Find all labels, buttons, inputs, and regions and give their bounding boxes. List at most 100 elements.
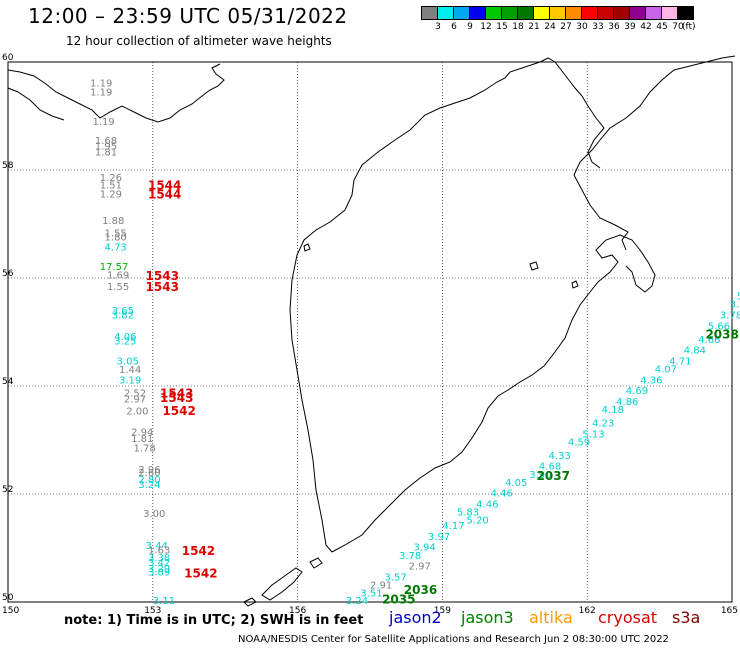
lat-label: 58 (2, 161, 14, 171)
pass-time-label: 2036 (404, 583, 437, 597)
pass-time-label: 1542 (184, 567, 217, 581)
wave-height-value: 3.57 (384, 572, 406, 583)
wave-height-value: 4.68 (539, 462, 561, 473)
wave-height-value: 3.78 (399, 551, 421, 562)
wave-height-value: 3.7 (730, 300, 740, 311)
pass-time-label: 1544 (148, 178, 181, 192)
wave-height-value: 2.97 (124, 395, 146, 406)
wave-height-value: 1.26 (100, 173, 122, 184)
pass-time-label: 2037 (537, 469, 570, 483)
wave-height-value: 3.19 (119, 375, 141, 386)
wave-height-value: 2.60 (138, 468, 160, 479)
pass-time-label: 1542 (162, 404, 195, 418)
wave-height-value: 3.78 (720, 311, 740, 322)
legend-label: 42 (640, 22, 652, 32)
wave-height-value: 4.07 (655, 365, 677, 376)
wave-height-value: 3.24 (138, 480, 160, 491)
wave-height-value: 4.18 (602, 405, 624, 416)
wave-height-value: 4.59 (568, 437, 590, 448)
graticule (7, 61, 733, 603)
wave-height-value: 4.73 (105, 242, 127, 253)
wave-height-value: 3.42 (148, 558, 170, 569)
wave-height-value: 3.94 (413, 543, 435, 554)
wave-height-value: 4.66 (698, 335, 720, 346)
wave-height-value: 1.78 (133, 443, 155, 454)
pass-time-label: 1543 (146, 280, 179, 294)
wave-height-value: 1.19 (92, 117, 114, 128)
pass-time-label: 2038 (705, 327, 738, 341)
lat-label: 56 (2, 269, 14, 279)
legend-label: 3 (435, 22, 441, 32)
wave-height-value: 4.46 (476, 500, 498, 511)
wave-height-value: 1.69 (107, 271, 129, 282)
wave-height-value: 4.06 (114, 332, 136, 343)
wave-height-value: 1.51 (100, 180, 122, 191)
wave-height-value: 4.05 (505, 478, 527, 489)
lon-label: 159 (434, 606, 451, 616)
wave-height-value: 2.97 (409, 562, 431, 573)
satellite-s3a: s3a (672, 608, 701, 627)
shumshu-island (309, 557, 323, 569)
kuril-islet (243, 597, 257, 607)
small-island-3 (571, 280, 579, 289)
axis-labels: 60 58 56 54 52 50 150 153 156 159 162 165 (2, 53, 738, 616)
wave-height-value: 3.97 (428, 532, 450, 543)
wave-height-value: 3.82 (112, 311, 134, 322)
wave-height-value: 3.25 (114, 336, 136, 347)
pass-time-label: 1543 (146, 269, 179, 283)
lon-label: 150 (2, 606, 19, 616)
wave-height-value: 3.00 (143, 509, 165, 520)
wave-height-value: 3.11 (153, 596, 175, 607)
credit-line: NOAA/NESDIS Center for Satellite Applica… (238, 634, 669, 645)
wave-height-value: 1.55 (105, 228, 127, 239)
legend-label: 18 (512, 22, 524, 32)
wave-height-value: 17.57 (100, 262, 129, 273)
wave-height-value: 2.96 (138, 465, 160, 476)
kamchatka-east-coast-north (573, 55, 736, 251)
wave-height-value: 1.95 (95, 141, 117, 152)
gulf-coast-north (581, 95, 605, 169)
wave-height-value: 1.88 (102, 216, 124, 227)
legend-unit: (ft) (682, 22, 696, 32)
legend-swatch (677, 6, 694, 20)
wave-height-value: 1.80 (105, 233, 127, 244)
legend-label: 6 (451, 22, 457, 32)
pass-times: 1544154415431543154315431542154215422036… (146, 178, 739, 606)
satellite-jason2: jason2 (389, 608, 442, 627)
wave-height-value: 5.13 (582, 429, 604, 440)
kamchatka-east-coast (331, 234, 656, 553)
wave-height-value: 1.81 (131, 434, 153, 445)
map-subtitle: 12 hour collection of altimeter wave hei… (66, 34, 332, 48)
wave-height-value: 2.91 (370, 581, 392, 592)
wave-height-value: 4.23 (592, 419, 614, 430)
wave-height-value: 3.05 (117, 356, 139, 367)
wave-height-value: 4.84 (684, 346, 706, 357)
wave-height-value: 2.00 (126, 407, 148, 418)
legend-label: 12 (480, 22, 492, 32)
lon-label: 162 (579, 606, 596, 616)
lat-label: 50 (2, 593, 14, 603)
wave-height-value: 4.86 (616, 397, 638, 408)
wave-height-value: 4.46 (491, 489, 513, 500)
lon-label: 165 (721, 606, 738, 616)
small-island-1 (303, 243, 311, 252)
legend-label: 33 (592, 22, 604, 32)
wave-height-value: 1.68 (95, 136, 117, 147)
kamchatka-west-coast (289, 57, 583, 553)
wave-height-value: 3.44 (146, 541, 168, 552)
wave-height-value: 2.80 (138, 475, 160, 486)
legend-label: 36 (608, 22, 620, 32)
wave-height-value: 4.33 (549, 451, 571, 462)
wave-height-value: 4.69 (626, 386, 648, 397)
legend-label: 70 (672, 22, 684, 32)
wave-height-value: 3.90 (529, 470, 551, 481)
wave-height-value: 5 (737, 292, 740, 303)
pass-time-label: 2035 (382, 593, 415, 607)
wave-height-value: 1.63 (148, 545, 170, 556)
lon-label: 153 (144, 606, 161, 616)
wave-height-value: 3.38 (148, 553, 170, 564)
legend-label: 21 (528, 22, 540, 32)
lat-label: 52 (2, 485, 13, 495)
wave-height-value: 3.51 (360, 589, 382, 600)
